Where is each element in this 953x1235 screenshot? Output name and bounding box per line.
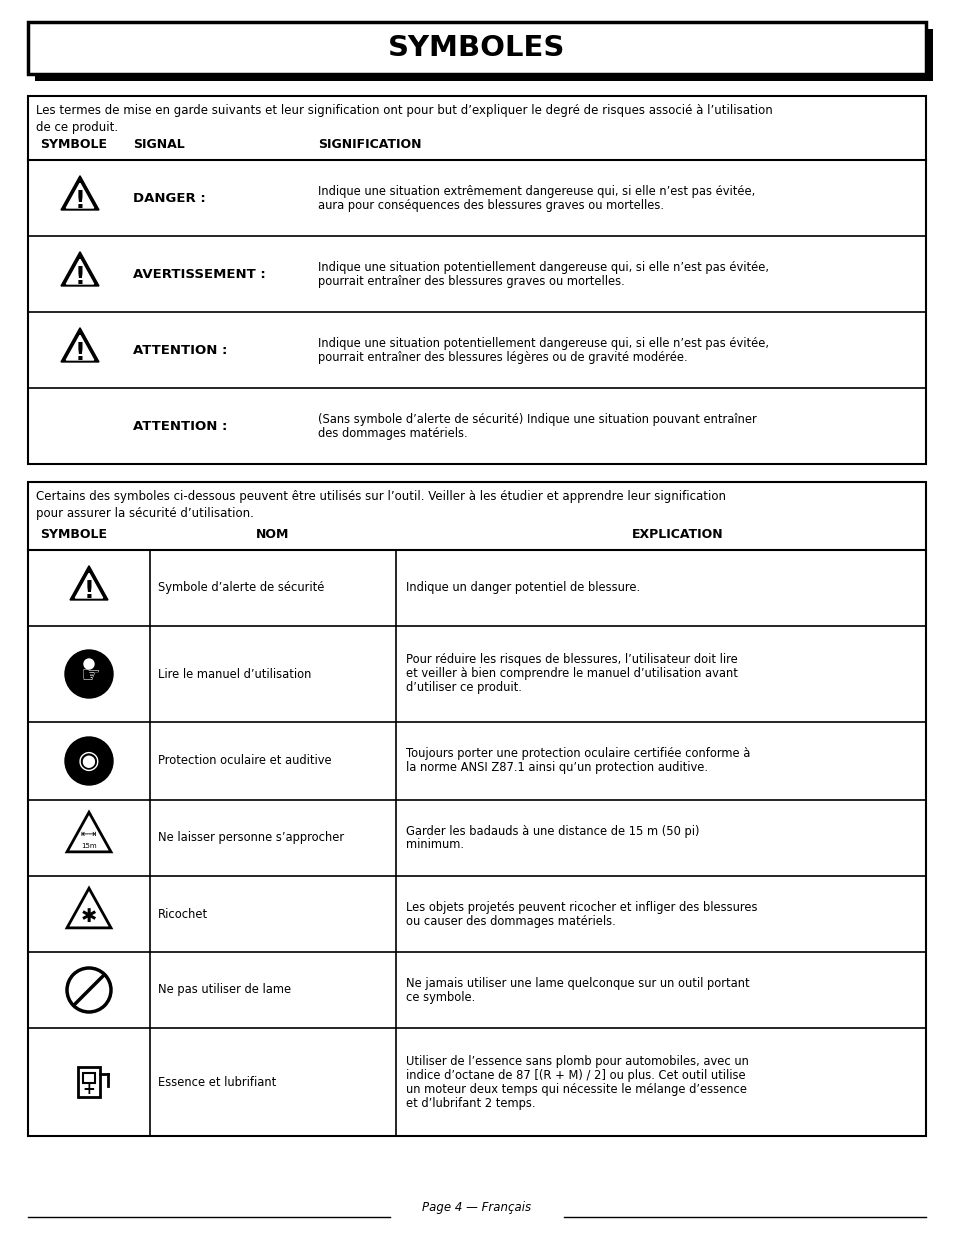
Circle shape [67, 968, 111, 1011]
Text: Certains des symboles ci-dessous peuvent être utilisés sur l’outil. Veiller à le: Certains des symboles ci-dessous peuvent… [36, 490, 725, 520]
Bar [83, 1073, 95, 1083]
Text: Page 4 — Français: Page 4 — Français [422, 1200, 531, 1214]
Text: !: ! [84, 579, 94, 604]
Text: Pour réduire les risques de blessures, l’utilisateur doit lire: Pour réduire les risques de blessures, l… [406, 653, 737, 667]
Text: un moteur deux temps qui nécessite le mélange d’essence: un moteur deux temps qui nécessite le mé… [406, 1083, 746, 1095]
Text: la norme ANSI Z87.1 ainsi qu’un protection auditive.: la norme ANSI Z87.1 ainsi qu’un protecti… [406, 762, 707, 774]
Bar [35, 28, 932, 82]
Polygon shape [67, 813, 111, 852]
Polygon shape [67, 259, 93, 284]
Text: Les termes de mise en garde suivants et leur signification ont pour but d’expliq: Les termes de mise en garde suivants et … [36, 104, 772, 135]
Text: minimum.: minimum. [406, 839, 463, 851]
Bar [28, 482, 925, 1136]
Text: Essence et lubrifiant: Essence et lubrifiant [158, 1076, 276, 1088]
Polygon shape [67, 888, 111, 927]
Text: AVERTISSEMENT :: AVERTISSEMENT : [132, 268, 266, 280]
Circle shape [84, 659, 94, 669]
Text: Protection oculaire et auditive: Protection oculaire et auditive [158, 755, 332, 767]
Text: SIGNAL: SIGNAL [132, 138, 185, 151]
Text: +: + [83, 1083, 95, 1098]
Text: Indique une situation potentiellement dangereuse qui, si elle n’est pas évitée,: Indique une situation potentiellement da… [317, 261, 768, 273]
Text: Garder les badauds à une distance de 15 m (50 pi): Garder les badauds à une distance de 15 … [406, 825, 699, 837]
Bar [28, 22, 925, 74]
Text: et d’lubrifant 2 temps.: et d’lubrifant 2 temps. [406, 1097, 535, 1109]
Circle shape [65, 650, 112, 698]
Text: des dommages matériels.: des dommages matériels. [317, 426, 467, 440]
Polygon shape [61, 327, 99, 362]
Text: pourrait entraîner des blessures graves ou mortelles.: pourrait entraîner des blessures graves … [317, 274, 624, 288]
Bar [28, 96, 925, 464]
Text: Toujours porter une protection oculaire certifiée conforme à: Toujours porter une protection oculaire … [406, 747, 750, 761]
Text: Les objets projetés peuvent ricocher et infliger des blessures: Les objets projetés peuvent ricocher et … [406, 900, 757, 914]
Text: ou causer des dommages matériels.: ou causer des dommages matériels. [406, 914, 615, 927]
Polygon shape [67, 336, 93, 359]
Text: Indique une situation potentiellement dangereuse qui, si elle n’est pas évitée,: Indique une situation potentiellement da… [317, 336, 768, 350]
Text: !: ! [74, 341, 86, 366]
Text: aura pour conséquences des blessures graves ou mortelles.: aura pour conséquences des blessures gra… [317, 199, 663, 211]
Circle shape [65, 737, 112, 785]
Polygon shape [70, 566, 108, 600]
Text: ATTENTION :: ATTENTION : [132, 343, 227, 357]
Text: ⇤⇥: ⇤⇥ [81, 829, 97, 839]
Text: indice d’octane de 87 [(R + M) / 2] ou plus. Cet outil utilise: indice d’octane de 87 [(R + M) / 2] ou p… [406, 1068, 745, 1082]
Text: Symbole d’alerte de sécurité: Symbole d’alerte de sécurité [158, 582, 324, 594]
Polygon shape [61, 252, 99, 287]
Text: d’utiliser ce produit.: d’utiliser ce produit. [406, 682, 521, 694]
Text: SYMBOLE: SYMBOLE [40, 138, 107, 151]
Bar [78, 1067, 100, 1097]
Text: 15m: 15m [81, 844, 96, 848]
Text: EXPLICATION: EXPLICATION [632, 529, 723, 541]
Text: SYMBOLE: SYMBOLE [40, 529, 107, 541]
Text: (Sans symbole d’alerte de sécurité) Indique une situation pouvant entraîner: (Sans symbole d’alerte de sécurité) Indi… [317, 412, 756, 426]
Text: SIGNIFICATION: SIGNIFICATION [317, 138, 421, 151]
Text: Indique un danger potentiel de blessure.: Indique un danger potentiel de blessure. [406, 582, 639, 594]
Text: SYMBOLES: SYMBOLES [388, 35, 565, 62]
Text: ☞: ☞ [80, 666, 100, 685]
Text: DANGER :: DANGER : [132, 191, 206, 205]
Text: Utiliser de l’essence sans plomb pour automobiles, avec un: Utiliser de l’essence sans plomb pour au… [406, 1055, 748, 1067]
Text: ce symbole.: ce symbole. [406, 990, 475, 1004]
Text: ✱: ✱ [81, 906, 97, 925]
Polygon shape [61, 175, 99, 210]
Text: Lire le manuel d’utilisation: Lire le manuel d’utilisation [158, 667, 311, 680]
Polygon shape [67, 183, 93, 207]
Text: !: ! [74, 189, 86, 214]
Text: Ne laisser personne s’approcher: Ne laisser personne s’approcher [158, 831, 344, 845]
Text: NOM: NOM [256, 529, 290, 541]
Text: ◉: ◉ [78, 748, 100, 773]
Text: pourrait entraîner des blessures légères ou de gravité modérée.: pourrait entraîner des blessures légères… [317, 351, 687, 363]
Text: Ne pas utiliser de lame: Ne pas utiliser de lame [158, 983, 291, 997]
Polygon shape [75, 573, 103, 598]
Text: Indique une situation extrêmement dangereuse qui, si elle n’est pas évitée,: Indique une situation extrêmement danger… [317, 184, 755, 198]
Text: Ne jamais utiliser une lame quelconque sur un outil portant: Ne jamais utiliser une lame quelconque s… [406, 977, 749, 989]
Text: !: ! [74, 266, 86, 289]
Text: Ricochet: Ricochet [158, 908, 208, 920]
Text: et veiller à bien comprendre le manuel d’utilisation avant: et veiller à bien comprendre le manuel d… [406, 667, 737, 680]
Text: ATTENTION :: ATTENTION : [132, 420, 227, 432]
